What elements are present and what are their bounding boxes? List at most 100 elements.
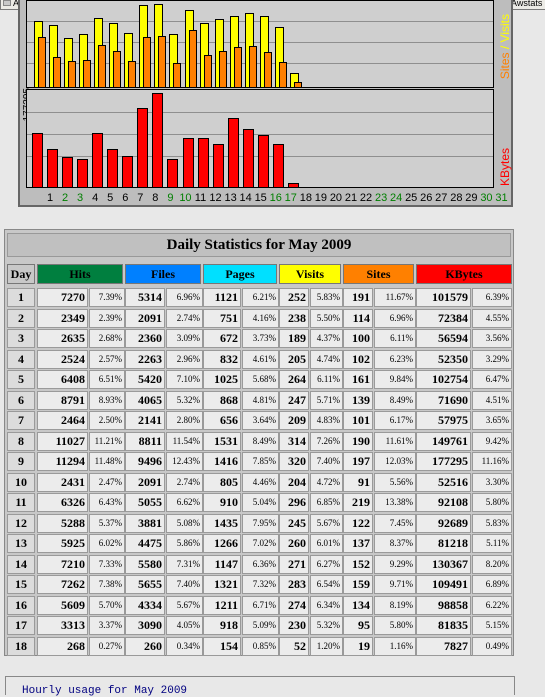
table-row: 18 268 0.27% 260 0.34% 154 0.85% 52 1.20% 19 1.16%… xyxy=(5,636,515,658)
kbytes-axis-label: KBytes xyxy=(498,148,512,187)
cell-pages: 1531 xyxy=(203,431,241,451)
cell-hits: 7270 xyxy=(37,288,88,307)
daily-usage-graph: Sites / Visits 177295 KBytes 12345678910… xyxy=(18,0,513,207)
column-header-kbytes[interactable]: KBytes xyxy=(416,264,512,284)
cell-pages-percent: 5.68% xyxy=(242,370,279,389)
hourly-usage-title: Hourly usage for May 2009 xyxy=(22,685,188,697)
cell-sites-percent: 6.17% xyxy=(374,411,416,430)
cell-files-percent: 5.32% xyxy=(166,390,203,410)
cell-files: 5420 xyxy=(125,370,165,389)
cell-pages: 1025 xyxy=(203,370,241,389)
cell-hits: 268 xyxy=(37,636,88,656)
cell-day: 10 xyxy=(7,472,35,492)
cell-sites-percent: 8.19% xyxy=(374,595,416,615)
cell-hits: 8791 xyxy=(37,390,88,410)
cell-hits: 2524 xyxy=(37,349,88,369)
day-label: 29 xyxy=(465,192,478,204)
cell-visits: 314 xyxy=(279,431,309,451)
column-header-sites[interactable]: Sites xyxy=(343,264,414,284)
sites-bar xyxy=(218,51,227,88)
cell-hits: 6326 xyxy=(37,493,88,512)
column-header-hits[interactable]: Hits xyxy=(37,264,123,284)
cell-hits: 2431 xyxy=(37,472,88,492)
cell-files: 4334 xyxy=(125,595,165,615)
column-header-files[interactable]: Files xyxy=(125,264,201,284)
cell-sites-percent: 12.03% xyxy=(374,452,416,471)
cell-sites-percent: 6.23% xyxy=(374,349,416,369)
column-header-day[interactable]: Day xyxy=(7,264,35,284)
cell-pages: 868 xyxy=(203,390,241,410)
cell-visits-percent: 6.11% xyxy=(310,370,343,389)
cell-visits-percent: 4.83% xyxy=(310,411,343,430)
sites-bar xyxy=(188,30,197,88)
cell-day: 8 xyxy=(7,431,35,451)
kbytes-bar xyxy=(92,133,104,188)
cell-kbytes-percent: 3.30% xyxy=(472,472,512,492)
cell-kbytes: 98858 xyxy=(416,595,471,615)
cell-hits: 2349 xyxy=(37,308,88,328)
cell-sites-percent: 9.71% xyxy=(374,575,416,594)
cell-visits-percent: 6.54% xyxy=(310,575,343,594)
cell-visits-percent: 4.74% xyxy=(310,349,343,369)
day-label: 17 xyxy=(284,192,297,204)
cell-pages: 832 xyxy=(203,349,241,369)
cell-day: 18 xyxy=(7,636,35,656)
cell-files: 3090 xyxy=(125,616,165,635)
cell-pages-percent: 7.85% xyxy=(242,452,279,471)
cell-sites: 197 xyxy=(343,452,373,471)
day-label: 2 xyxy=(61,192,69,204)
column-header-visits[interactable]: Visits xyxy=(279,264,341,284)
cell-pages: 1321 xyxy=(203,575,241,594)
cell-hits-percent: 2.39% xyxy=(89,308,125,328)
cell-visits: 204 xyxy=(279,472,309,492)
day-label: 23 xyxy=(374,192,388,204)
cell-pages: 918 xyxy=(203,616,241,635)
sites-bar xyxy=(173,63,182,88)
cell-visits-percent: 1.20% xyxy=(310,636,343,656)
cell-kbytes-percent: 6.47% xyxy=(472,370,512,389)
kbytes-bar xyxy=(152,93,164,188)
cell-kbytes: 92689 xyxy=(416,513,471,533)
cell-day: 12 xyxy=(7,513,35,533)
cell-day: 6 xyxy=(7,390,35,410)
cell-hits: 2464 xyxy=(37,411,88,430)
cell-files-percent: 12.43% xyxy=(166,452,203,471)
cell-pages-percent: 7.32% xyxy=(242,575,279,594)
day-label: 18 xyxy=(299,192,312,204)
cell-files-percent: 2.74% xyxy=(166,308,203,328)
sites-bar xyxy=(53,57,62,88)
sites-bar xyxy=(233,47,242,88)
cell-day: 7 xyxy=(7,411,35,430)
cell-hits-percent: 2.47% xyxy=(89,472,125,492)
cell-day: 5 xyxy=(7,370,35,389)
kbytes-bar xyxy=(257,135,269,188)
sites-bar xyxy=(203,55,212,88)
cell-pages-percent: 4.81% xyxy=(242,390,279,410)
day-label: 10 xyxy=(179,192,192,204)
day-label: 27 xyxy=(435,192,448,204)
cell-visits: 52 xyxy=(279,636,309,656)
cell-kbytes: 56594 xyxy=(416,329,471,348)
cell-sites-percent: 5.56% xyxy=(374,472,416,492)
cell-files-percent: 6.62% xyxy=(166,493,203,512)
cell-files: 2091 xyxy=(125,308,165,328)
cell-visits: 205 xyxy=(279,349,309,369)
cell-kbytes: 92108 xyxy=(416,493,471,512)
cell-kbytes: 7827 xyxy=(416,636,471,656)
cell-kbytes-percent: 5.83% xyxy=(472,513,512,533)
cell-kbytes: 149761 xyxy=(416,431,471,451)
table-row: 9 11294 11.48% 9496 12.43% 1416 7.85% 320 7.40% 1… xyxy=(5,452,515,473)
day-label: 30 xyxy=(480,192,493,204)
cell-kbytes-percent: 9.42% xyxy=(472,431,512,451)
cell-hits: 5609 xyxy=(37,595,88,615)
cell-sites-percent: 11.67% xyxy=(374,288,416,307)
day-label: 9 xyxy=(167,192,174,204)
column-header-pages[interactable]: Pages xyxy=(203,264,277,284)
cell-sites-percent: 1.16% xyxy=(374,636,416,656)
cell-files-percent: 5.67% xyxy=(166,595,203,615)
day-label: 22 xyxy=(359,192,373,204)
cell-files-percent: 3.09% xyxy=(166,329,203,348)
cell-pages: 910 xyxy=(203,493,241,512)
kbytes-bar xyxy=(197,138,209,188)
cell-files: 9496 xyxy=(125,452,165,471)
